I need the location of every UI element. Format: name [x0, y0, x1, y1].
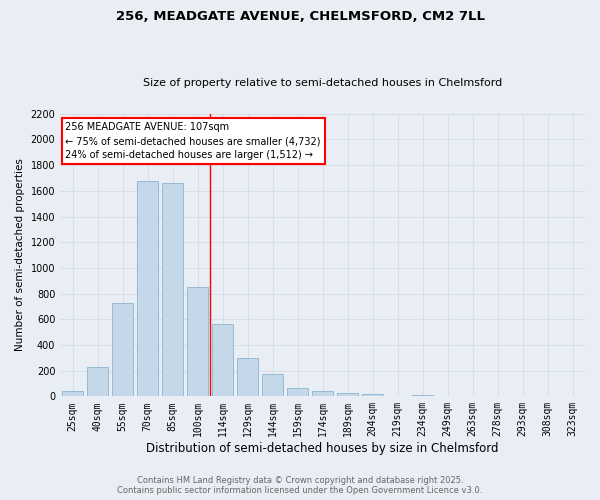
Bar: [337, 393, 358, 396]
Bar: [137, 181, 158, 396]
Text: Contains HM Land Registry data © Crown copyright and database right 2025.
Contai: Contains HM Land Registry data © Crown c…: [118, 476, 482, 495]
Bar: [62, 390, 83, 396]
Bar: [212, 324, 233, 396]
Bar: [162, 183, 183, 396]
Y-axis label: Number of semi-detached properties: Number of semi-detached properties: [15, 158, 25, 352]
Bar: [112, 302, 133, 396]
Bar: [362, 394, 383, 396]
Bar: [262, 374, 283, 396]
Bar: [237, 358, 258, 397]
Bar: [312, 391, 333, 396]
Bar: [287, 388, 308, 396]
Bar: [412, 395, 433, 396]
Bar: [187, 287, 208, 397]
X-axis label: Distribution of semi-detached houses by size in Chelmsford: Distribution of semi-detached houses by …: [146, 442, 499, 455]
Title: Size of property relative to semi-detached houses in Chelmsford: Size of property relative to semi-detach…: [143, 78, 502, 88]
Bar: [87, 368, 108, 396]
Text: 256 MEADGATE AVENUE: 107sqm
← 75% of semi-detached houses are smaller (4,732)
24: 256 MEADGATE AVENUE: 107sqm ← 75% of sem…: [65, 122, 321, 160]
Text: 256, MEADGATE AVENUE, CHELMSFORD, CM2 7LL: 256, MEADGATE AVENUE, CHELMSFORD, CM2 7L…: [115, 10, 485, 23]
